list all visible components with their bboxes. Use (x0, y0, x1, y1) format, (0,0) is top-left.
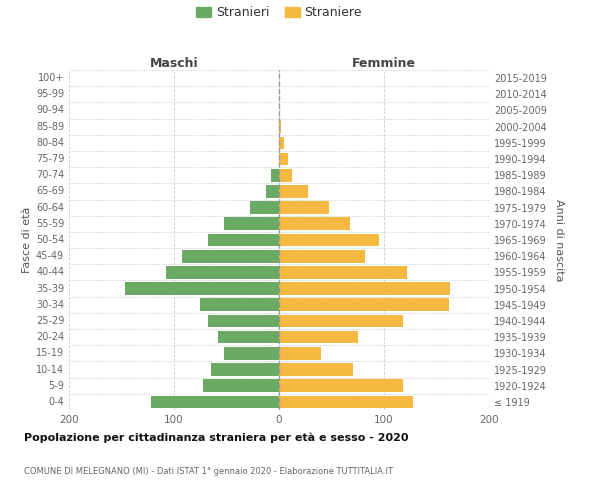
Bar (279, 250, 365, 262)
Bar (203, 380, 279, 392)
Bar (279, 218, 350, 230)
Text: Femmine: Femmine (352, 57, 416, 70)
Bar (166, 266, 279, 278)
Bar (279, 298, 449, 311)
Bar (208, 314, 279, 328)
Bar (279, 331, 358, 344)
Text: Maschi: Maschi (149, 57, 199, 70)
Bar (271, 169, 279, 181)
Bar (125, 282, 279, 295)
Bar (279, 396, 413, 408)
Bar (211, 363, 279, 376)
Bar (279, 314, 403, 328)
Bar (279, 136, 284, 149)
Bar (279, 120, 281, 133)
Bar (279, 185, 308, 198)
Bar (224, 347, 279, 360)
Text: Popolazione per cittadinanza straniera per età e sesso - 2020: Popolazione per cittadinanza straniera p… (24, 432, 409, 443)
Bar (279, 169, 292, 181)
Legend: Stranieri, Straniere: Stranieri, Straniere (196, 6, 362, 19)
Bar (151, 396, 279, 408)
Y-axis label: Anni di nascita: Anni di nascita (554, 198, 563, 281)
Bar (200, 298, 279, 311)
Y-axis label: Fasce di età: Fasce di età (22, 207, 32, 273)
Bar (250, 202, 279, 214)
Bar (218, 331, 279, 344)
Bar (279, 282, 450, 295)
Bar (266, 185, 279, 198)
Bar (279, 266, 407, 278)
Bar (279, 234, 379, 246)
Bar (279, 347, 321, 360)
Text: COMUNE DI MELEGNANO (MI) - Dati ISTAT 1° gennaio 2020 - Elaborazione TUTTITALIA.: COMUNE DI MELEGNANO (MI) - Dati ISTAT 1°… (24, 468, 393, 476)
Bar (182, 250, 279, 262)
Bar (279, 202, 329, 214)
Bar (224, 218, 279, 230)
Bar (208, 234, 279, 246)
Bar (279, 363, 353, 376)
Bar (279, 152, 289, 166)
Bar (279, 380, 403, 392)
